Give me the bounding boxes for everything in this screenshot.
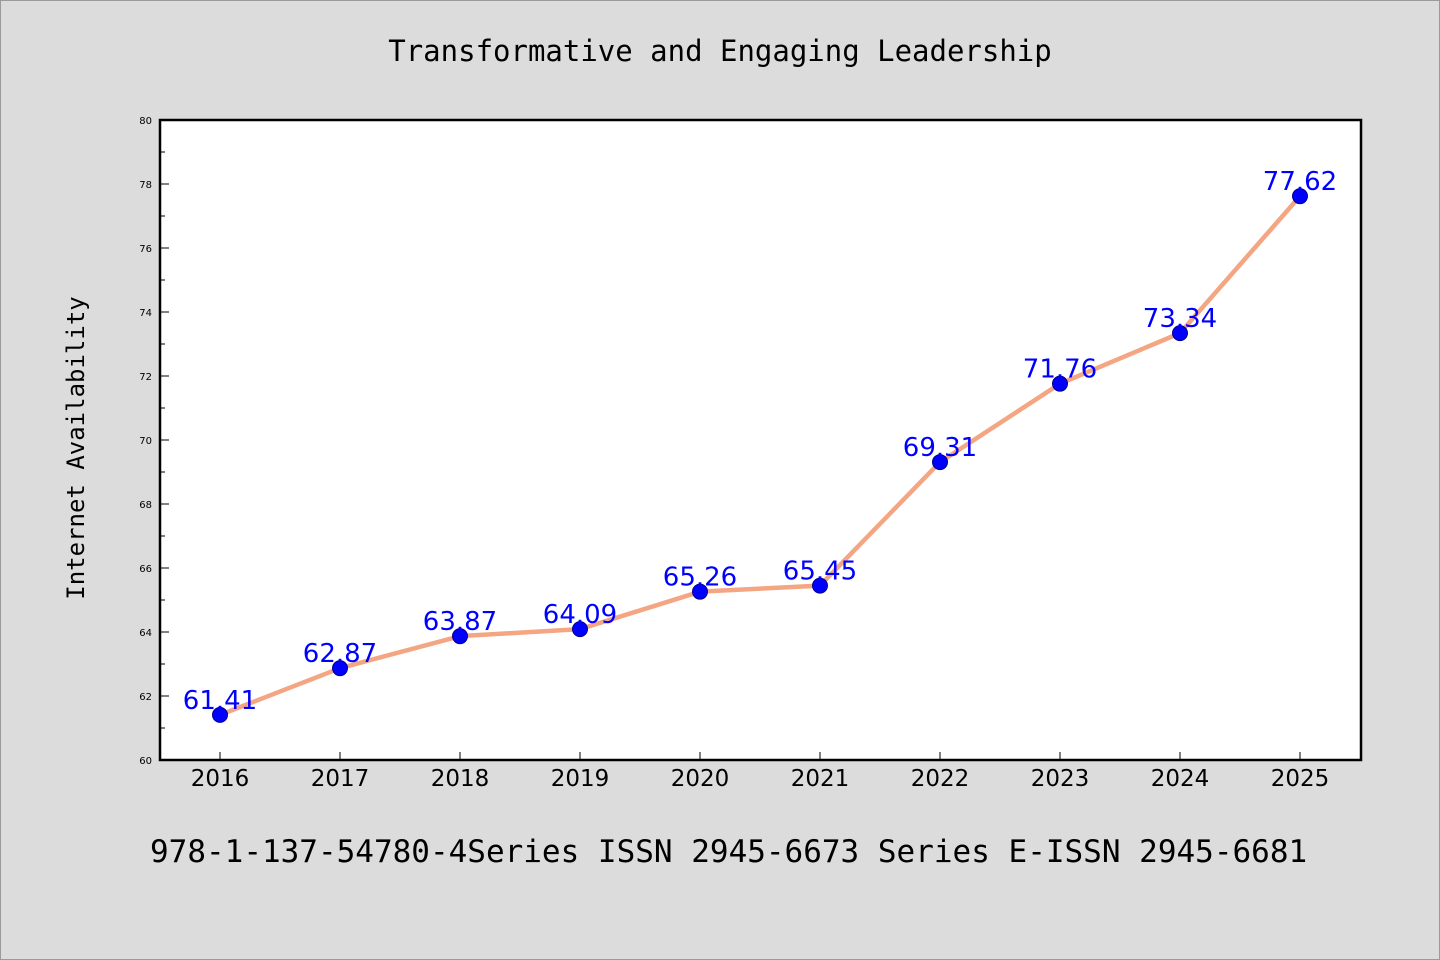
x-tick-label: 2021 <box>791 766 850 792</box>
data-point <box>1292 188 1308 205</box>
x-tick-label: 2020 <box>671 766 730 792</box>
x-tick-label: 2023 <box>1031 766 1090 792</box>
y-tick-label: 68 <box>139 500 152 511</box>
y-tick-label: 72 <box>139 372 152 383</box>
series-line <box>219 194 1302 717</box>
data-label: 65.45 <box>783 557 857 587</box>
series-line-group <box>219 194 1302 717</box>
data-label: 73.34 <box>1143 304 1217 334</box>
data-point <box>1052 375 1068 392</box>
y-axis-ticks: 60 62 64 66 68 70 72 74 76 78 80 <box>139 116 169 767</box>
y-tick-label: 64 <box>139 628 152 639</box>
x-tick-label: 2016 <box>191 766 250 792</box>
x-tick-label: 2017 <box>311 766 370 792</box>
y-tick-label: 74 <box>139 308 152 319</box>
x-tick-label: 2018 <box>431 766 490 792</box>
data-point <box>812 577 828 594</box>
y-tick-label: 70 <box>139 436 152 447</box>
data-point <box>932 454 948 471</box>
y-tick-label: 76 <box>139 244 152 255</box>
marker-group <box>212 188 1308 723</box>
data-label: 77.62 <box>1263 167 1337 197</box>
data-label: 64.09 <box>543 600 617 630</box>
data-label: 71.76 <box>1023 355 1097 385</box>
isbn-footer: 978-1-137-54780-4Series ISSN 2945-6673 S… <box>150 834 1308 870</box>
y-tick-label: 80 <box>139 116 152 127</box>
x-tick-label: 2024 <box>1151 766 1210 792</box>
data-label: 62.87 <box>303 639 377 669</box>
x-axis-ticks: 2016 2017 2018 2019 2020 2021 2022 2023 2024 2025 <box>191 752 1330 792</box>
data-point <box>692 583 708 600</box>
data-label-group: 61.41 62.87 63.87 64.09 65.26 65.45 69.31 71.76… <box>183 167 1337 716</box>
chart-title: Transformative and Engaging Leadership <box>388 34 1052 68</box>
data-point <box>452 628 468 645</box>
plot-area <box>158 118 1363 762</box>
y-tick-label: 62 <box>139 692 152 703</box>
x-tick-label: 2019 <box>551 766 610 792</box>
x-tick-label: 2022 <box>911 766 970 792</box>
y-tick-label: 78 <box>139 180 152 191</box>
data-label: 61.41 <box>183 686 257 716</box>
x-tick-label: 2025 <box>1271 766 1330 792</box>
y-tick-label: 66 <box>139 564 152 575</box>
data-label: 69.31 <box>903 433 977 463</box>
data-label: 63.87 <box>423 607 497 637</box>
y-tick-label: 60 <box>139 756 152 767</box>
data-label: 65.26 <box>663 563 737 593</box>
data-point <box>572 621 588 638</box>
data-point <box>332 660 348 677</box>
data-point <box>1172 325 1188 342</box>
data-point <box>212 706 228 723</box>
